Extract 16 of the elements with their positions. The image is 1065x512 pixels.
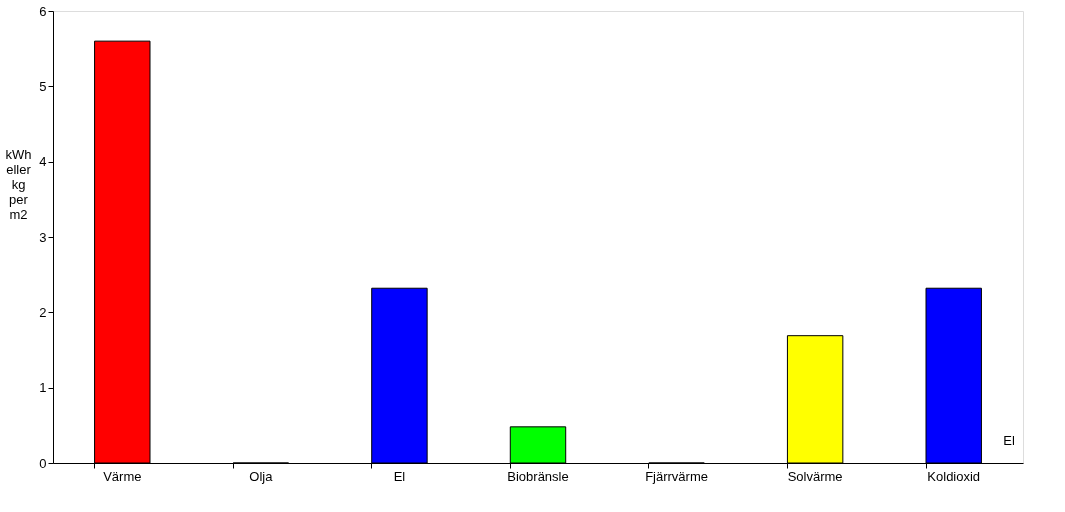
x-tick-label: Värme xyxy=(103,468,142,484)
y-tick-label: 1 xyxy=(39,380,47,396)
x-tick-label: Koldioxid xyxy=(927,468,981,484)
y-axis-title: kWh eller kg per m2 xyxy=(5,146,32,222)
x-tick-label: Biobränsle xyxy=(507,468,569,484)
annotation: El xyxy=(1003,433,1015,448)
x-tick-label: Olja xyxy=(249,468,274,484)
x-tick-label: El xyxy=(393,468,406,484)
y-tick-label: 6 xyxy=(39,3,47,19)
x-tick-label: Fjärrvärme xyxy=(645,468,708,484)
y-tick-label: 5 xyxy=(39,78,47,94)
y-tick-label: 3 xyxy=(39,229,47,245)
y-tick-label: 2 xyxy=(39,304,47,320)
x-tick-label: Solvärme xyxy=(787,468,843,484)
y-tick-label: 0 xyxy=(39,455,47,471)
y-tick-label: 4 xyxy=(39,154,47,170)
